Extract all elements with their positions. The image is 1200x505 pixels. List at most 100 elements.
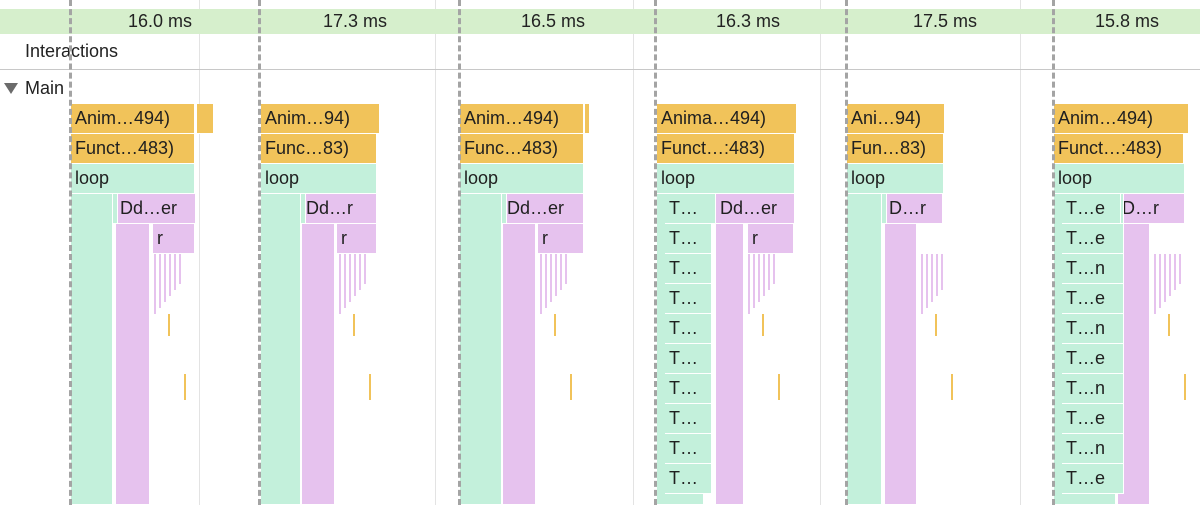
interactions-track[interactable]: Interactions [0,34,1200,70]
flame-event-sliver[interactable] [941,254,943,290]
flame-event-sliver[interactable] [339,254,341,314]
animation-frame-fired-event[interactable]: Anim…94) [261,104,377,134]
pink-call-stack[interactable] [885,224,917,505]
t-function-event[interactable]: T… [665,284,712,314]
r-render-event[interactable]: r [337,224,377,254]
flame-event-sliver[interactable] [179,254,181,284]
teal-call-stack-right[interactable] [704,194,716,224]
dd-render-event[interactable]: Dd…er [716,194,795,224]
animation-frame-tail[interactable] [940,104,945,134]
animation-frame-fired-event[interactable]: Anim…494) [71,104,195,134]
flame-event-sliver[interactable] [926,254,928,308]
t-function-event[interactable]: T…n [1062,254,1124,284]
dd-render-event[interactable]: Dd…r [302,194,377,224]
flame-event-sliver[interactable] [1164,254,1166,302]
animation-frame-fired-event[interactable]: Anima…494) [657,104,795,134]
t-function-event[interactable]: T…n [1062,434,1124,464]
scripting-sliver[interactable] [570,374,572,400]
t-function-event[interactable]: T…e [1062,344,1124,374]
function-call-event[interactable]: Func…483) [460,134,584,164]
flame-event-sliver[interactable] [349,254,351,302]
t-function-event[interactable]: T… [665,254,712,284]
scripting-sliver[interactable] [935,314,937,336]
function-call-event[interactable]: Funct…483) [71,134,195,164]
frame-duration-label[interactable]: 17.5 ms [913,11,978,31]
flame-event-sliver[interactable] [550,254,552,302]
flame-event-sliver[interactable] [763,254,765,296]
flame-event-sliver[interactable] [1169,254,1171,296]
flame-event-sliver[interactable] [169,254,171,296]
flame-event-sliver[interactable] [565,254,567,284]
frames-track[interactable]: 16.0 ms 17.3 ms 16.5 ms 16.3 ms 17.5 ms … [0,9,1200,34]
function-call-event[interactable]: Funct…:483) [657,134,795,164]
loop-function-event[interactable]: loop [460,164,584,194]
scripting-sliver[interactable] [1168,314,1170,336]
t-function-event[interactable]: T…e [1062,194,1124,224]
teal-call-stack[interactable] [261,194,301,505]
flame-event-sliver[interactable] [159,254,161,308]
animation-frame-tail[interactable] [197,104,214,134]
flame-event-sliver[interactable] [354,254,356,296]
scripting-sliver[interactable] [353,314,355,336]
t-function-event[interactable]: T… [665,314,712,344]
scripting-sliver[interactable] [168,314,170,336]
flame-event-sliver[interactable] [768,254,770,290]
r-render-event[interactable]: r [153,224,195,254]
pink-call-stack[interactable] [302,224,335,505]
t-function-event[interactable]: T…e [1062,404,1124,434]
flame-event-sliver[interactable] [364,254,366,284]
animation-frame-fired-event[interactable]: Ani…94) [847,104,944,134]
flame-event-sliver[interactable] [174,254,176,290]
t-function-event[interactable]: T…e [1062,224,1124,254]
flame-event-sliver[interactable] [154,254,156,314]
frame-duration-label[interactable]: 16.3 ms [716,11,781,31]
animation-frame-fired-event[interactable]: Anim…494) [460,104,584,134]
r-render-event[interactable]: r [538,224,584,254]
flame-event-sliver[interactable] [555,254,557,296]
r-render-event[interactable]: r [748,224,794,254]
frame-duration-label[interactable]: 16.5 ms [521,11,586,31]
loop-function-event[interactable]: loop [657,164,795,194]
pink-call-stack[interactable] [116,224,150,505]
flame-event-sliver[interactable] [545,254,547,308]
scripting-sliver[interactable] [184,374,186,400]
teal-call-stack-right[interactable] [882,194,887,224]
flame-event-sliver[interactable] [359,254,361,290]
scripting-sliver[interactable] [951,374,953,400]
scripting-sliver[interactable] [1184,374,1186,400]
flame-event-sliver[interactable] [753,254,755,308]
flame-event-sliver[interactable] [921,254,923,314]
teal-call-stack-right[interactable] [502,194,507,224]
pink-call-stack[interactable] [503,224,536,505]
triangle-down-icon[interactable] [4,83,18,94]
animation-frame-tail[interactable] [585,104,590,134]
t-function-event[interactable]: T… [665,434,712,464]
animation-frame-tail[interactable] [375,104,380,134]
dd-render-event[interactable]: D…r [1118,194,1185,224]
flame-event-sliver[interactable] [1179,254,1181,284]
function-call-event[interactable]: Funct…:483) [1054,134,1184,164]
animation-frame-tail[interactable] [792,104,797,134]
teal-call-stack-right[interactable] [1116,194,1121,224]
t-function-event[interactable]: T…n [1062,314,1124,344]
flame-event-sliver[interactable] [560,254,562,290]
frame-duration-label[interactable]: 17.3 ms [323,11,388,31]
flame-event-sliver[interactable] [773,254,775,284]
flame-event-sliver[interactable] [758,254,760,302]
flame-event-sliver[interactable] [748,254,750,314]
frame-duration-label[interactable]: 16.0 ms [128,11,193,31]
dd-render-event[interactable]: D…r [885,194,943,224]
teal-call-stack-right[interactable] [301,194,306,224]
loop-function-event[interactable]: loop [847,164,944,194]
loop-function-event[interactable]: loop [71,164,195,194]
pink-call-stack[interactable] [716,224,744,505]
scripting-sliver[interactable] [554,314,556,336]
flame-event-sliver[interactable] [1159,254,1161,308]
scripting-sliver[interactable] [762,314,764,336]
t-function-event[interactable]: T…n [1062,374,1124,404]
flame-event-sliver[interactable] [936,254,938,296]
loop-function-event[interactable]: loop [1054,164,1185,194]
teal-call-stack[interactable] [460,194,502,505]
flame-event-sliver[interactable] [344,254,346,308]
t-function-event[interactable]: T… [665,464,712,494]
